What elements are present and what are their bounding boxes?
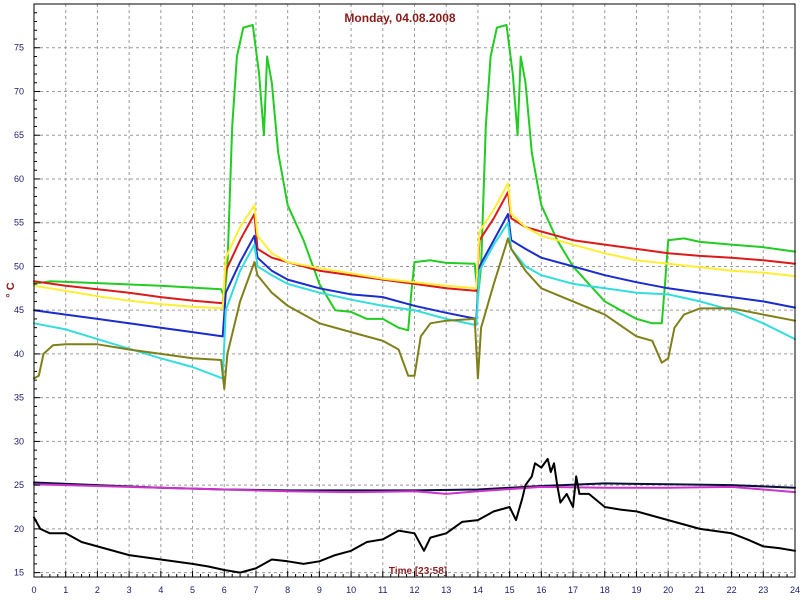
y-axis-label: ° C (5, 282, 17, 297)
series-line-6 (33, 237, 796, 390)
y-tick-label: 75 (14, 43, 24, 53)
chart-title: Monday, 04.08.2008 (344, 11, 455, 25)
x-tick-label: 6 (222, 585, 227, 595)
x-tick-label: 3 (127, 585, 132, 595)
x-tick-label: 24 (790, 585, 800, 595)
x-tick-label: 2 (95, 585, 100, 595)
y-tick-label: 20 (14, 524, 24, 534)
y-tick-label: 15 (14, 568, 24, 578)
x-tick-label: 21 (695, 585, 705, 595)
x-tick-label: 18 (600, 585, 610, 595)
x-tick-label: 9 (317, 585, 322, 595)
y-tick-label: 30 (14, 436, 24, 446)
y-tick-label: 25 (14, 480, 24, 490)
series-line-5 (33, 221, 796, 380)
y-tick-label: 40 (14, 349, 24, 359)
series-line-4 (33, 213, 796, 338)
x-tick-label: 12 (409, 585, 419, 595)
y-tick-label: 60 (14, 174, 24, 184)
x-tick-label: 16 (536, 585, 546, 595)
x-tick-label: 19 (631, 585, 641, 595)
y-tick-label: 65 (14, 130, 24, 140)
x-tick-label: 5 (190, 585, 195, 595)
series-line-1 (33, 24, 796, 332)
series-line-9 (33, 457, 796, 574)
y-tick-label: 55 (14, 218, 24, 228)
series-line-8 (33, 483, 796, 495)
x-tick-label: 0 (31, 585, 36, 595)
x-tick-label: 22 (727, 585, 737, 595)
x-tick-label: 14 (473, 585, 483, 595)
axis-ticks: 0 1 2 3 4 5 6 7 8 9 10 11 12 13 14 15 16 17 18 19 20 21 22 23 24… (14, 12, 800, 595)
x-tick-label: 7 (253, 585, 258, 595)
y-tick-label: 45 (14, 305, 24, 315)
x-tick-label: 17 (568, 585, 578, 595)
series-line-3 (33, 182, 796, 310)
x-tick-label: 15 (505, 585, 515, 595)
x-tick-label: 1 (63, 585, 68, 595)
x-tick-label: 23 (758, 585, 768, 595)
x-tick-label: 11 (378, 585, 387, 595)
x-tick-label: 10 (346, 585, 356, 595)
x-tick-label: 8 (285, 585, 290, 595)
y-tick-label: 35 (14, 393, 24, 403)
x-axis-label: Time [23:58] (389, 566, 447, 577)
data-series (33, 24, 796, 574)
y-tick-label: 50 (14, 261, 24, 271)
y-tick-label: 70 (14, 86, 24, 96)
x-tick-label: 20 (663, 585, 673, 595)
x-tick-label: 4 (158, 585, 163, 595)
x-tick-label: 13 (441, 585, 451, 595)
series-line-2 (33, 191, 796, 305)
